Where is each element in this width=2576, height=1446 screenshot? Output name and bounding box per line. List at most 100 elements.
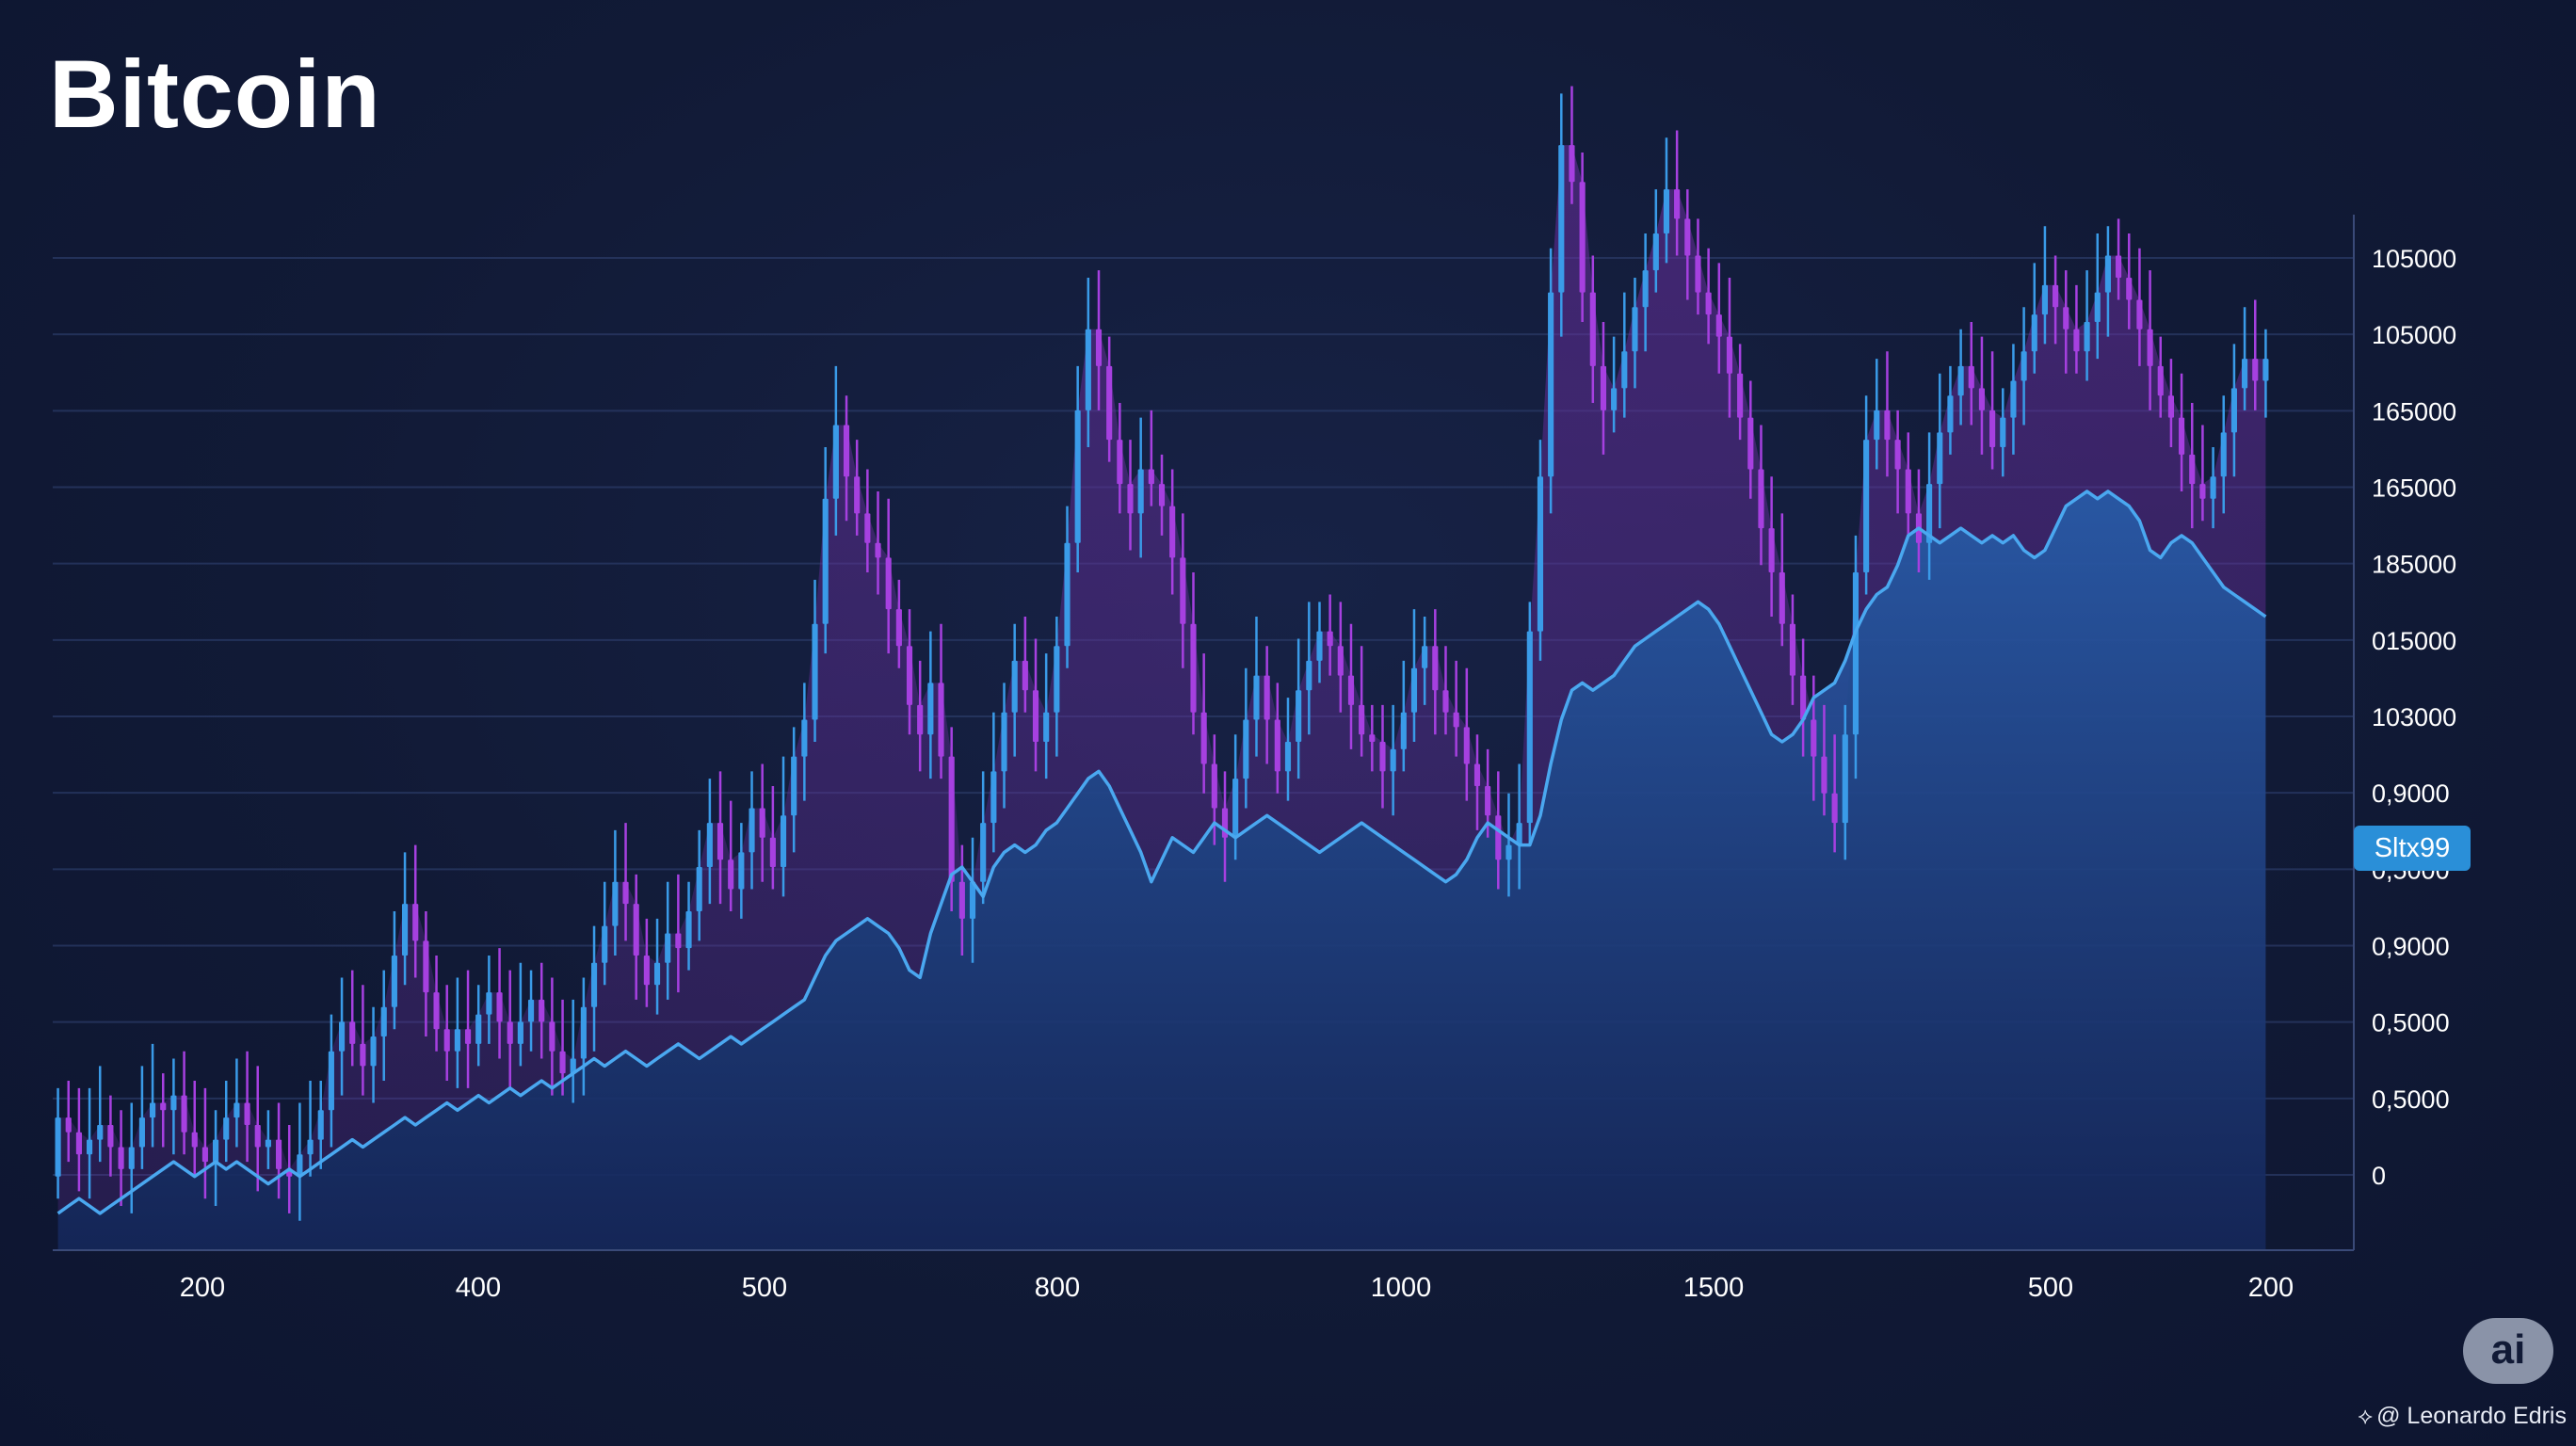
candle — [1800, 638, 1807, 757]
candle-body — [2199, 484, 2206, 499]
candle — [948, 727, 955, 912]
candle-body — [496, 992, 503, 1022]
candle-body — [1442, 690, 1449, 713]
candle — [759, 763, 765, 882]
candle — [1758, 425, 1764, 566]
candle-body — [1537, 476, 1544, 632]
candle — [118, 1110, 124, 1207]
diamond-logo-icon: ⟡ — [2358, 1404, 2374, 1429]
axes — [53, 215, 2355, 1251]
candle — [938, 623, 944, 779]
candle — [1074, 365, 1081, 573]
candle — [1106, 336, 1113, 462]
candle — [1211, 734, 1217, 845]
candle — [1253, 616, 1260, 757]
candle — [1968, 321, 1974, 426]
candle — [1569, 86, 1575, 204]
candle-body — [791, 756, 797, 816]
candle-body — [1579, 182, 1586, 293]
watermark-text: @ Leonardo Edris — [2376, 1403, 2567, 1429]
candle-body — [349, 1021, 356, 1044]
candle — [1022, 616, 1028, 713]
candle — [170, 1058, 177, 1155]
candle-body — [1306, 660, 1312, 691]
candle — [1831, 734, 1838, 853]
candle-body — [1874, 410, 1880, 441]
candle-body — [1621, 351, 1628, 389]
candle — [958, 844, 965, 956]
x-tick-label: 200 — [180, 1273, 225, 1303]
candle-body — [1642, 270, 1649, 308]
candle — [980, 771, 987, 905]
candle — [1274, 683, 1280, 794]
candle — [2210, 446, 2216, 529]
y-tick-label: 165000 — [2372, 474, 2456, 503]
candle — [2220, 395, 2227, 514]
candle — [454, 977, 460, 1088]
candle — [1410, 609, 1418, 743]
candle — [1652, 189, 1659, 293]
candle-body — [412, 904, 419, 941]
candle-body — [1200, 712, 1207, 764]
candle-body — [570, 1058, 576, 1074]
candle — [1894, 410, 1901, 514]
candle-body — [1726, 336, 1733, 374]
candle-body — [65, 1117, 72, 1133]
candle — [854, 440, 861, 536]
candle — [2094, 233, 2101, 360]
candle — [201, 1087, 208, 1199]
candle-body — [464, 1029, 472, 1044]
candle — [590, 925, 598, 1052]
candle-body — [980, 823, 987, 882]
candle-body — [1085, 329, 1091, 410]
candle — [1884, 351, 1891, 477]
x-tick-label: 500 — [742, 1273, 787, 1303]
candle — [265, 1110, 271, 1169]
candle-body — [2010, 380, 2017, 418]
candle — [307, 1081, 314, 1177]
candle — [1579, 152, 1586, 322]
candle-body — [759, 808, 765, 838]
candle-body — [1180, 557, 1186, 624]
candle-body — [1842, 734, 1848, 824]
candle — [1296, 638, 1302, 779]
candle-body — [917, 704, 924, 735]
candle-body — [1737, 373, 1744, 418]
candle-body — [1390, 748, 1396, 772]
candle — [2084, 270, 2090, 381]
candle-body — [780, 815, 787, 868]
candle-body — [1684, 218, 1691, 256]
candle — [297, 1102, 303, 1221]
candle — [65, 1081, 72, 1163]
candle — [906, 609, 913, 735]
candle — [1684, 189, 1691, 300]
candle — [128, 1102, 135, 1213]
candle-body — [2104, 255, 2111, 293]
candle-body — [2136, 299, 2143, 329]
candle — [685, 881, 692, 971]
candle — [1306, 602, 1312, 735]
candle — [1169, 469, 1176, 595]
candle — [160, 1073, 167, 1148]
candle — [1768, 476, 1775, 617]
candle-body — [1695, 255, 1701, 293]
candle-body — [1905, 469, 1911, 514]
x-tick-label: 400 — [456, 1273, 501, 1303]
candle — [1085, 277, 1091, 447]
candle — [2010, 344, 2017, 455]
candle — [1715, 263, 1722, 374]
candle-body — [297, 1154, 303, 1177]
candle — [1054, 616, 1060, 757]
candle-body — [1117, 440, 1123, 485]
candle — [1947, 365, 1954, 455]
page-title: Bitcoin — [49, 40, 381, 148]
candle-body — [401, 904, 409, 956]
candle — [2179, 373, 2185, 491]
candle-body — [1379, 742, 1386, 772]
candle — [1600, 321, 1607, 455]
candle — [1064, 506, 1071, 668]
candle-body — [517, 1021, 523, 1044]
candle — [1611, 336, 1618, 433]
candle — [1537, 440, 1544, 661]
candle-body — [75, 1132, 82, 1155]
